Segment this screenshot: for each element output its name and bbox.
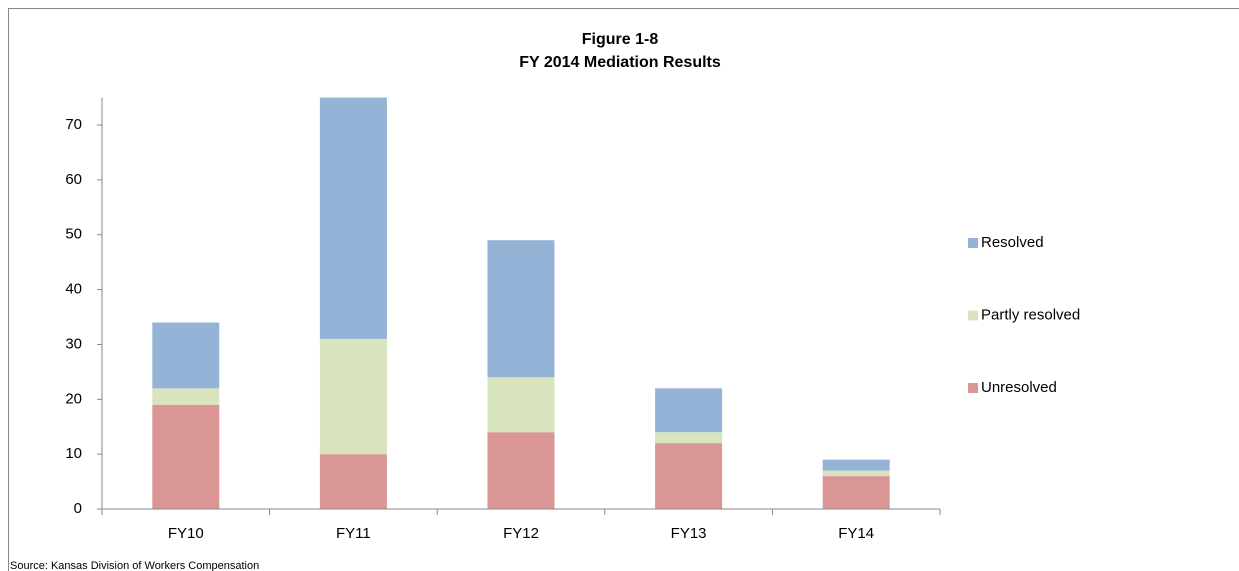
bar-segment (152, 404, 220, 509)
x-tick-label: FY14 (838, 525, 874, 542)
x-tick-label: FY11 (336, 525, 371, 542)
legend-swatch (968, 310, 978, 321)
legend-label: Resolved (981, 234, 1044, 251)
legend-label: Unresolved (981, 379, 1057, 396)
x-tick-label: FY12 (503, 525, 539, 542)
legend-swatch (968, 238, 978, 248)
bar-segment (655, 432, 723, 444)
bar-segment (487, 377, 555, 433)
bar-segment (487, 432, 555, 509)
legend-swatch (968, 383, 978, 393)
bar-segment (319, 338, 387, 455)
bar-segment (152, 388, 220, 405)
y-tick-label: 70 (65, 116, 82, 133)
x-tick-label: FY10 (168, 525, 204, 542)
bar-segment (822, 470, 890, 477)
y-tick-label: 20 (65, 390, 82, 407)
bar-segment (655, 443, 723, 509)
bar-segment (822, 459, 890, 471)
chart-subtitle: FY 2014 Mediation Results (519, 54, 721, 71)
chart-frame (8, 8, 1239, 571)
bar-segment (319, 97, 387, 339)
y-tick-label: 30 (65, 335, 82, 352)
bar-segment (822, 476, 890, 509)
x-tick-label: FY13 (671, 525, 707, 542)
bar-segment (152, 322, 220, 389)
legend-label: Partly resolved (981, 306, 1080, 323)
y-tick-label: 60 (65, 171, 82, 188)
y-tick-label: 50 (65, 226, 82, 243)
bar-segment (487, 240, 555, 378)
y-tick-label: 10 (65, 445, 82, 462)
y-tick-label: 0 (74, 500, 82, 517)
y-tick-label: 40 (65, 281, 82, 298)
bar-segment (319, 454, 387, 509)
source-note: Source: Kansas Division of Workers Compe… (10, 560, 259, 571)
bar-segment (655, 388, 723, 433)
chart-title: Figure 1-8 (582, 31, 659, 48)
